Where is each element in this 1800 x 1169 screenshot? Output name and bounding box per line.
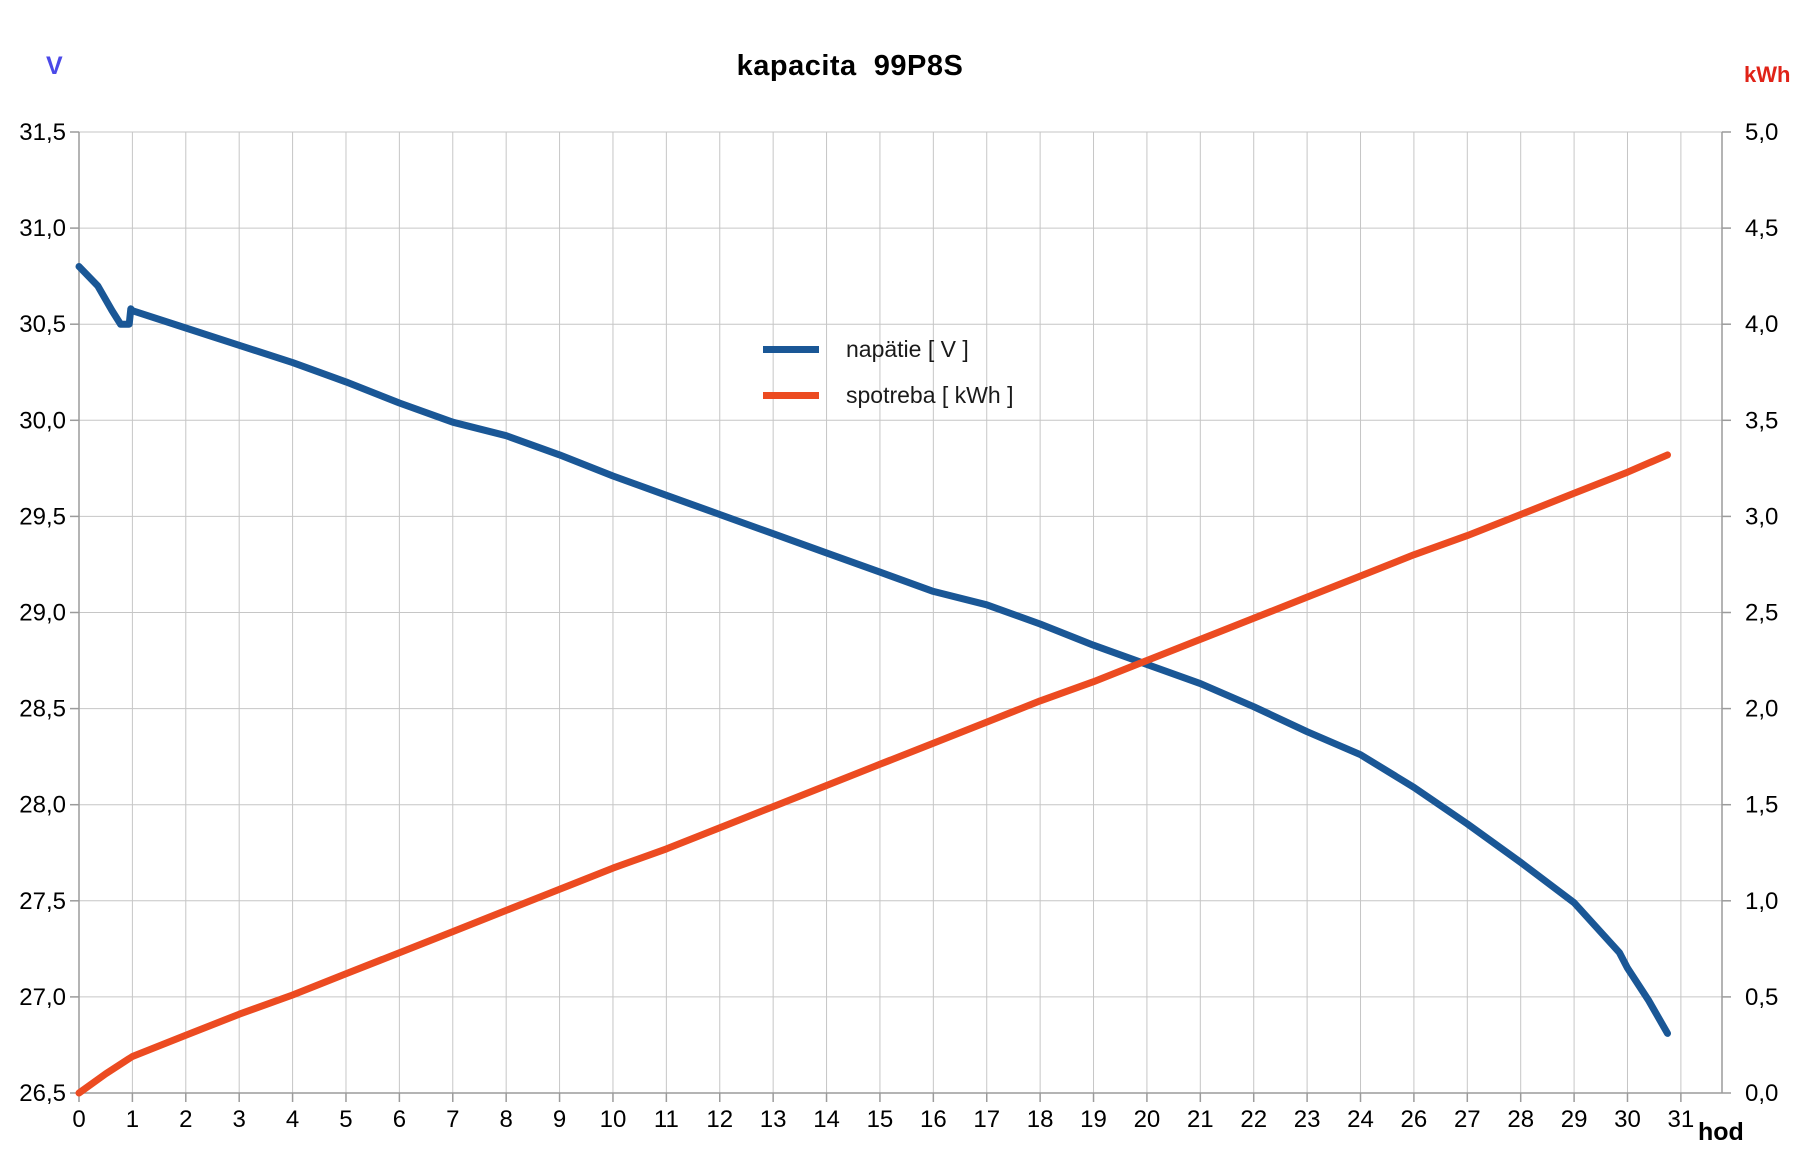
x-tick-label: 16 <box>920 1106 947 1133</box>
x-axis-unit-label: hod <box>1698 1118 1744 1146</box>
napatie-line <box>75 263 1671 1037</box>
y-right-tick-label: 1,0 <box>1745 888 1778 915</box>
x-tick-label: 10 <box>600 1106 627 1133</box>
x-tick-label: 19 <box>1080 1106 1107 1133</box>
x-tick-label: 9 <box>553 1106 566 1133</box>
x-tick-label: 17 <box>973 1106 1000 1133</box>
x-tick-label: 13 <box>760 1106 787 1133</box>
napatie-line-swatch <box>763 346 819 353</box>
legend-label-napatie: napätie [ V ] <box>846 336 969 362</box>
y-left-unit-label: V <box>46 52 63 80</box>
x-tick-label: 11 <box>654 1106 679 1133</box>
x-tick-label: 28 <box>1507 1106 1534 1133</box>
y-left-tick-label: 27,0 <box>19 984 66 1011</box>
x-tick-label: 12 <box>706 1106 733 1133</box>
y-left-tick-label: 29,5 <box>19 503 66 530</box>
y-right-tick-label: 0,0 <box>1745 1080 1778 1107</box>
y-right-tick-label: 4,0 <box>1745 311 1778 338</box>
x-tick-label: 29 <box>1561 1106 1588 1133</box>
y-left-tick-label: 30,5 <box>19 311 66 338</box>
y-right-tick-label: 4,5 <box>1745 215 1778 242</box>
x-tick-label: 6 <box>393 1106 406 1133</box>
legend-entry-spotreba: spotreba [ kWh ] <box>763 382 1013 409</box>
x-tick-label: 21 <box>1187 1106 1214 1133</box>
y-left-tick-label: 28,0 <box>19 792 66 819</box>
x-tick-label: 4 <box>286 1106 299 1133</box>
x-tick-label: 3 <box>233 1106 246 1133</box>
x-tick-label: 7 <box>446 1106 459 1133</box>
legend: napätie [ V ] spotreba [ kWh ] <box>763 336 1013 409</box>
spotreba-line <box>75 451 1671 1097</box>
chart-title: kapacita 99P8S <box>736 50 964 82</box>
y-right-tick-label: 5,0 <box>1745 119 1778 146</box>
x-tick-label: 26 <box>1401 1106 1428 1133</box>
x-tick-label: 15 <box>867 1106 894 1133</box>
legend-entry-napatie: napätie [ V ] <box>763 336 1013 363</box>
y-right-tick-label: 2,5 <box>1745 600 1778 627</box>
y-left-tick-label: 28,5 <box>19 696 66 723</box>
y-right-tick-label: 0,5 <box>1745 984 1778 1011</box>
legend-label-spotreba: spotreba [ kWh ] <box>846 382 1014 408</box>
x-tick-label: 30 <box>1614 1106 1641 1133</box>
x-tick-label: 20 <box>1134 1106 1161 1133</box>
x-tick-label: 2 <box>179 1106 192 1133</box>
x-tick-label: 14 <box>813 1106 840 1133</box>
y-right-unit-label: kWh <box>1744 62 1791 87</box>
y-right-tick-label: 1,5 <box>1745 792 1778 819</box>
spotreba-line-swatch <box>763 392 819 399</box>
y-left-tick-label: 31,5 <box>19 119 66 146</box>
x-tick-label: 27 <box>1454 1106 1481 1133</box>
x-tick-label: 8 <box>499 1106 512 1133</box>
x-tick-label: 23 <box>1294 1106 1321 1133</box>
x-tick-label: 22 <box>1240 1106 1267 1133</box>
y-left-tick-label: 30,0 <box>19 407 66 434</box>
x-tick-label: 24 <box>1347 1106 1374 1133</box>
y-left-tick-label: 27,5 <box>19 888 66 915</box>
y-right-tick-label: 2,0 <box>1745 696 1778 723</box>
y-left-tick-label: 31,0 <box>19 215 66 242</box>
y-right-tick-label: 3,5 <box>1745 407 1778 434</box>
x-tick-label: 0 <box>72 1106 85 1133</box>
x-tick-label: 1 <box>126 1106 139 1133</box>
x-tick-label: 5 <box>339 1106 352 1133</box>
x-tick-label: 18 <box>1027 1106 1054 1133</box>
y-left-tick-label: 29,0 <box>19 600 66 627</box>
y-right-tick-label: 3,0 <box>1745 503 1778 530</box>
x-tick-label: 31 <box>1668 1106 1695 1133</box>
y-left-tick-label: 26,5 <box>19 1080 66 1107</box>
